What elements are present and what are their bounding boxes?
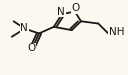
Text: N: N — [57, 7, 65, 17]
Text: N: N — [20, 23, 28, 33]
Text: NH: NH — [109, 27, 124, 37]
Text: O: O — [27, 43, 36, 53]
Text: O: O — [71, 3, 79, 13]
